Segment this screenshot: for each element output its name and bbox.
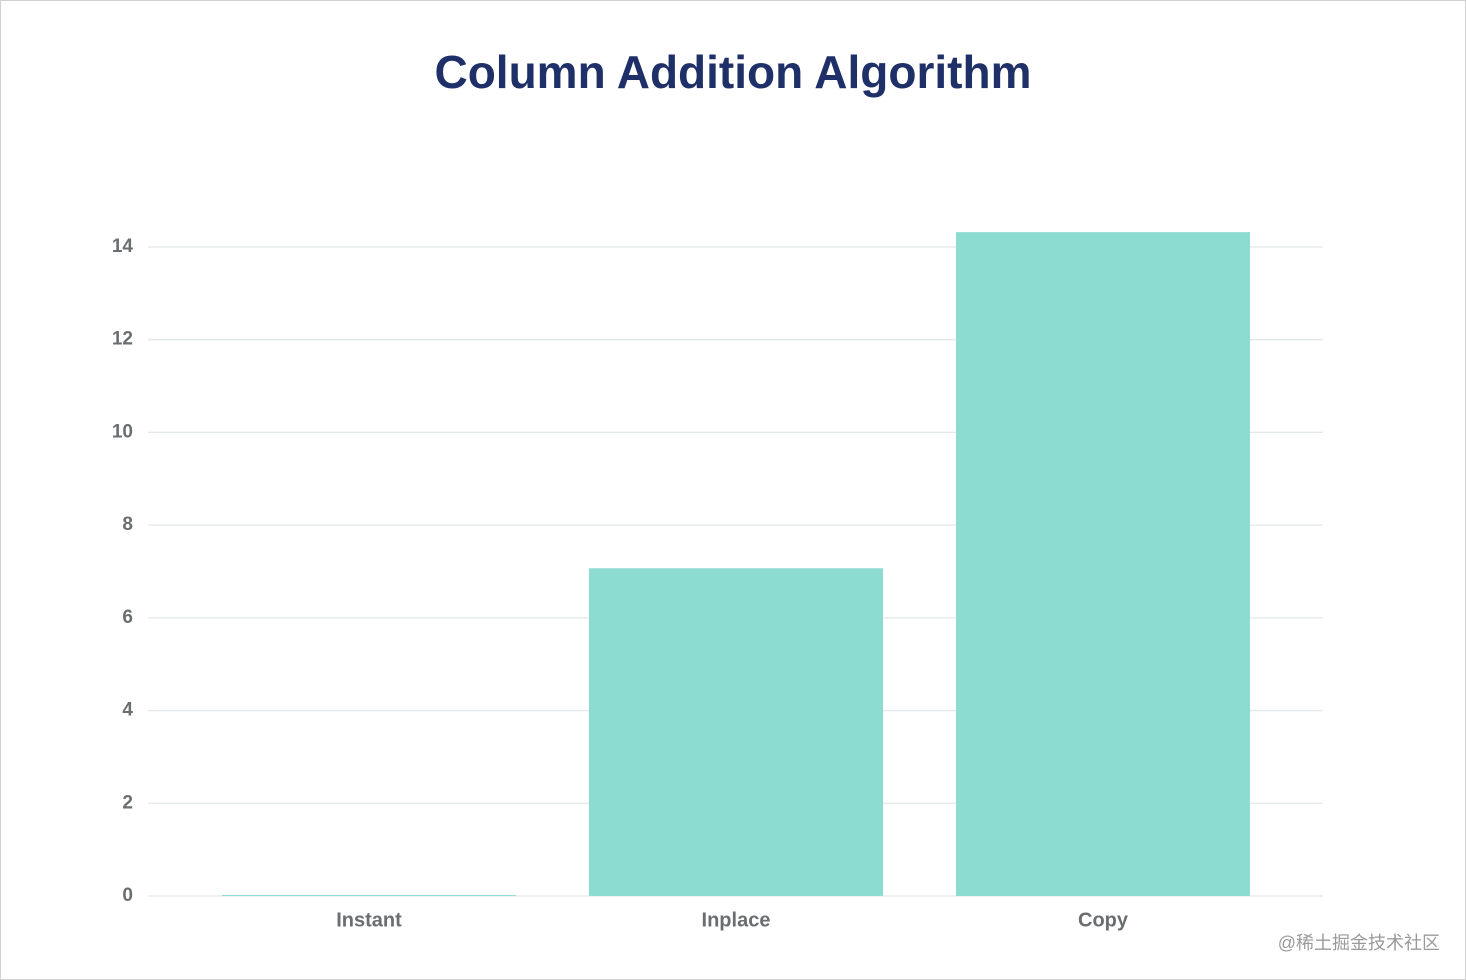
bar bbox=[956, 232, 1250, 896]
y-tick-label: 0 bbox=[122, 885, 133, 906]
y-tick-label: 14 bbox=[112, 236, 134, 257]
y-tick-label: 6 bbox=[122, 607, 133, 628]
y-tick-label: 4 bbox=[122, 700, 133, 721]
x-tick-label: Inplace bbox=[702, 909, 771, 931]
chart-title: Column Addition Algorithm bbox=[434, 46, 1031, 98]
y-tick-label: 12 bbox=[112, 329, 133, 350]
y-tick-label: 10 bbox=[112, 421, 133, 442]
watermark: @稀土掘金技术社区 bbox=[1278, 933, 1440, 953]
x-tick-label: Instant bbox=[336, 909, 402, 931]
y-tick-label: 2 bbox=[122, 792, 133, 813]
bar bbox=[589, 568, 883, 896]
bar bbox=[222, 895, 516, 896]
y-tick-label: 8 bbox=[122, 514, 133, 535]
x-tick-label: Copy bbox=[1078, 909, 1129, 931]
